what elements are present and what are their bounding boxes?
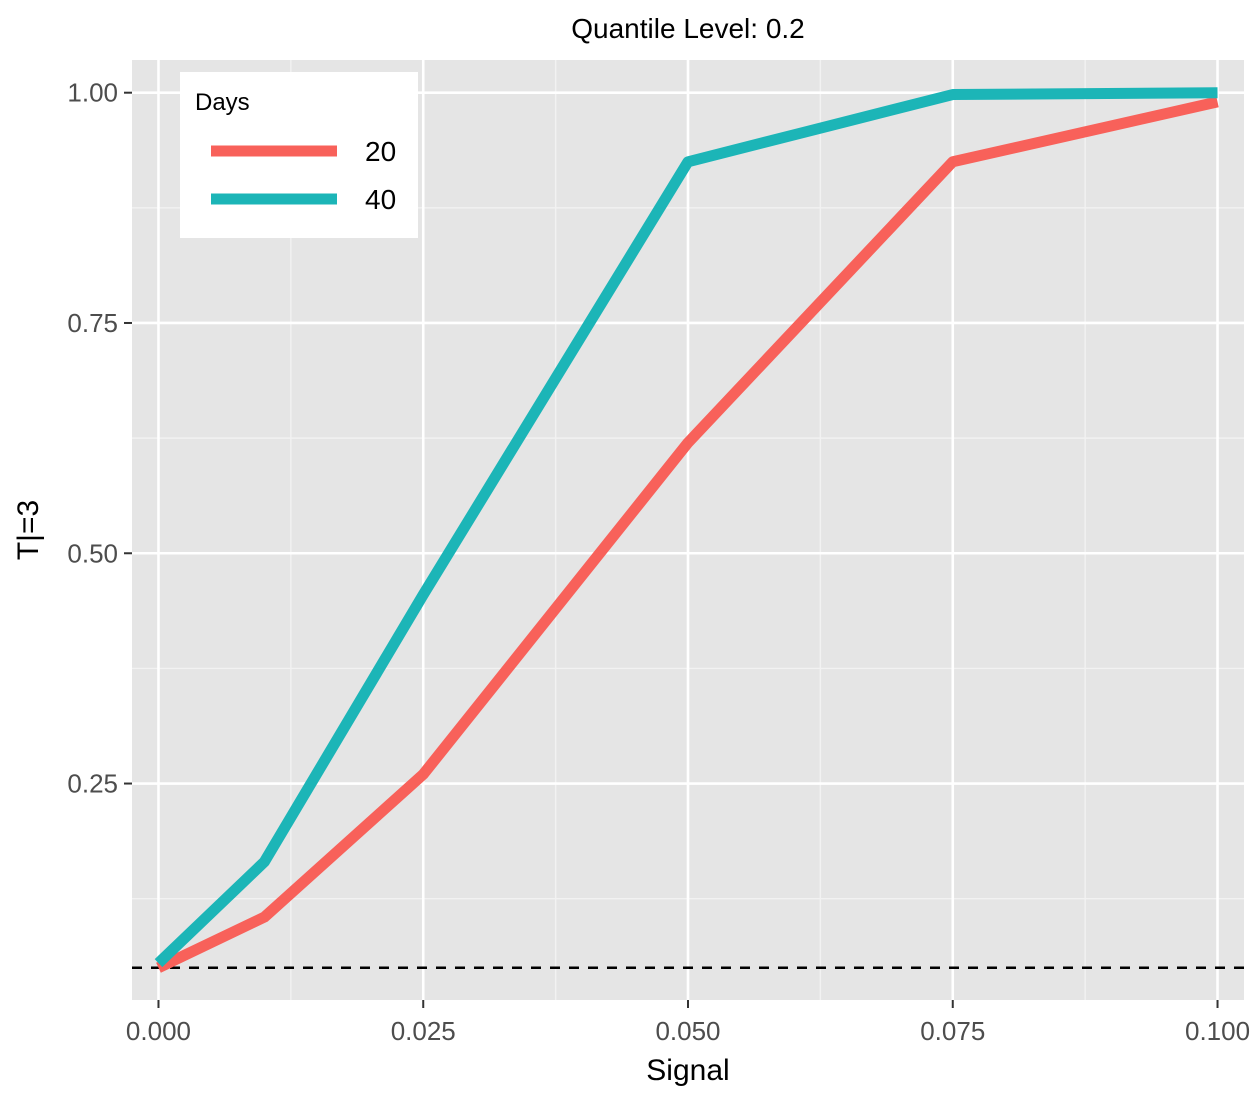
series-line-20: [156, 96, 1219, 973]
x-tick-label-1: 0.025: [391, 1016, 456, 1046]
x-tick-label-3: 0.075: [920, 1016, 985, 1046]
major-gridlines: [132, 60, 1244, 1000]
series-line-40: [154, 87, 1218, 968]
legend-label-20: 20: [365, 136, 396, 167]
x-axis: 0.000 0.025 0.050 0.075 0.100: [126, 1000, 1250, 1046]
series-lines: [154, 87, 1219, 973]
y-tick-label-3: 1.00: [67, 78, 118, 108]
y-tick-label-0: 0.25: [67, 769, 118, 799]
legend-title: Days: [195, 89, 250, 116]
y-axis: 0.25 0.50 0.75 1.00: [67, 78, 132, 799]
x-axis-title: Signal: [646, 1054, 729, 1087]
y-tick-label-1: 0.50: [67, 538, 118, 568]
x-tick-label-0: 0.000: [126, 1016, 191, 1046]
chart-title: Quantile Level: 0.2: [571, 13, 805, 44]
y-tick-label-2: 0.75: [67, 308, 118, 338]
legend-label-40: 40: [365, 184, 396, 215]
y-axis-title: T|=3: [12, 500, 45, 560]
x-tick-label-2: 0.050: [655, 1016, 720, 1046]
x-tick-label-4: 0.100: [1185, 1016, 1250, 1046]
